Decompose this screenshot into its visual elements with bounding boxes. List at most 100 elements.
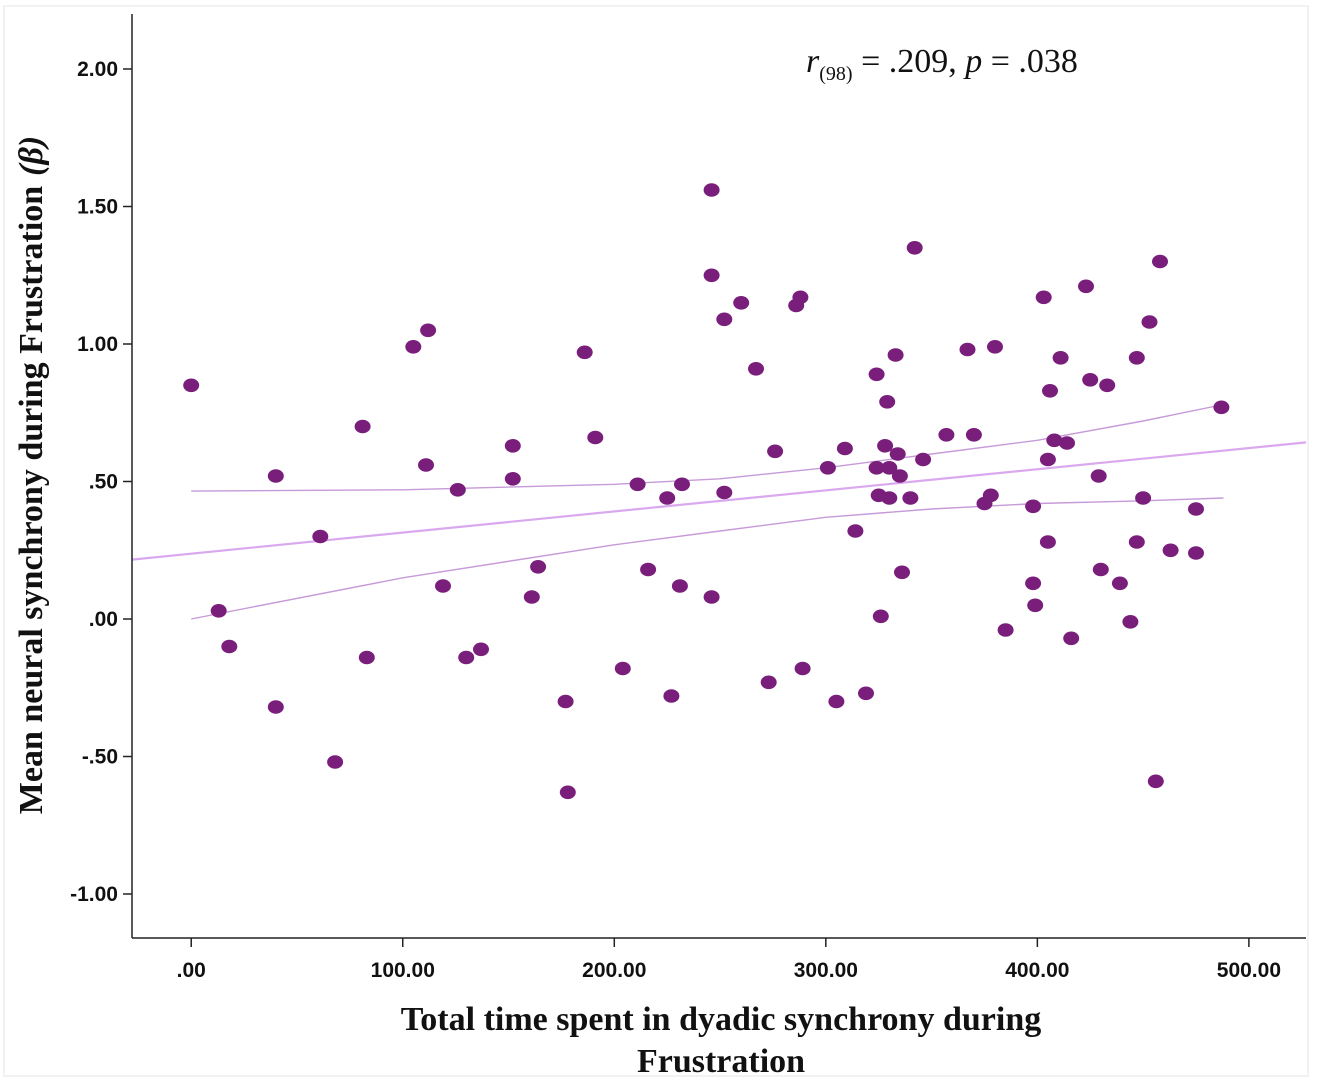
y-tick-label: .00 [89,608,118,631]
data-point [902,491,919,505]
y-axis-title-symbol: (β) [13,136,50,176]
data-point [449,483,466,497]
data-point [906,241,923,255]
y-axis-title-text: Mean neural synchrony during Frustration [13,186,50,815]
data-point [760,675,777,690]
data-point [1025,576,1042,591]
x-tick-label: 400.00 [1005,959,1069,982]
data-point [1046,433,1063,448]
data-points-layer [183,183,1230,800]
chart-frame [3,5,1309,1077]
data-point [872,609,889,624]
data-point [1039,535,1056,549]
regression-fit-line [131,441,1307,561]
data-point [354,419,371,434]
data-point [858,686,874,701]
x-tick-label: .00 [177,959,206,982]
data-point [663,689,680,703]
data-point [327,755,344,769]
data-point [836,441,853,456]
y-tick-label: .50 [89,471,118,494]
data-point [868,461,885,475]
data-point [1122,615,1139,629]
data-point [794,661,811,676]
annotation-p-value: = .038 [982,43,1078,80]
data-point [1099,378,1116,393]
data-point [891,469,908,483]
data-point [267,469,284,483]
data-point [703,183,720,197]
data-point [881,491,898,505]
data-point [1162,543,1179,558]
data-point [504,472,521,486]
x-axis-title-line-2: Frustration [637,1043,805,1080]
data-point [959,342,976,357]
y-tick-label: 1.50 [77,196,118,219]
data-point [659,491,676,505]
data-point [1213,400,1230,415]
annotation-p-label: p [963,43,982,80]
data-point [881,461,898,475]
y-tick-label: 1.00 [77,333,118,356]
data-point [420,323,437,338]
data-point [640,562,657,577]
data-point [1128,351,1145,365]
data-point [965,428,982,442]
data-point [473,642,489,657]
data-point [997,623,1014,637]
data-point [1111,576,1128,591]
data-point [674,477,690,492]
data-point [792,290,809,305]
data-point [1025,499,1042,514]
x-tick-label: 100.00 [371,959,435,982]
data-point [915,452,932,467]
annotation-value: = .209, [853,43,966,80]
data-point [1152,254,1168,269]
data-point [887,348,904,362]
data-point [435,579,451,593]
axes-layer: 2.00 1.50 1.00 .50 .00 -.50 -1.00 .00 100.00 200.… [70,14,1306,982]
data-point [716,312,733,327]
data-point [868,367,885,382]
annotation-df: (98) [819,63,852,85]
data-point [733,296,750,310]
data-point [879,395,896,409]
data-point [748,362,764,376]
data-point [889,447,906,461]
data-point [614,661,631,676]
data-point [1188,502,1204,516]
x-tick-label: 200.00 [582,959,646,982]
data-point [1078,279,1094,294]
data-point [557,694,574,709]
x-axis-title-line-1: Total time spent in dyadic synchrony dur… [401,1001,1041,1038]
data-point [210,604,227,618]
data-point [877,439,894,453]
data-point [221,639,238,654]
y-tick-label: -.50 [82,746,118,769]
data-point [523,590,540,604]
data-point [1141,315,1158,329]
data-point [183,378,200,393]
data-point [458,650,475,665]
data-point [703,590,720,604]
data-point [671,579,688,593]
data-point [1128,535,1145,549]
data-point [1135,491,1152,505]
data-point [1090,469,1107,483]
data-point [1052,351,1069,365]
data-point [1059,436,1075,450]
data-point [1092,562,1109,577]
data-point [1063,631,1080,646]
data-point [703,268,720,283]
fit-line-layer [131,441,1307,561]
data-point [1039,452,1056,467]
y-axis-title: Mean neural synchrony during Frustration… [13,136,50,814]
x-tick-label: 500.00 [1217,959,1281,982]
data-point [716,485,733,500]
y-tick-label: -1.00 [70,883,118,906]
data-point [629,477,646,492]
data-point [819,461,836,475]
data-point [530,560,547,574]
y-tick-label: 2.00 [77,58,118,81]
